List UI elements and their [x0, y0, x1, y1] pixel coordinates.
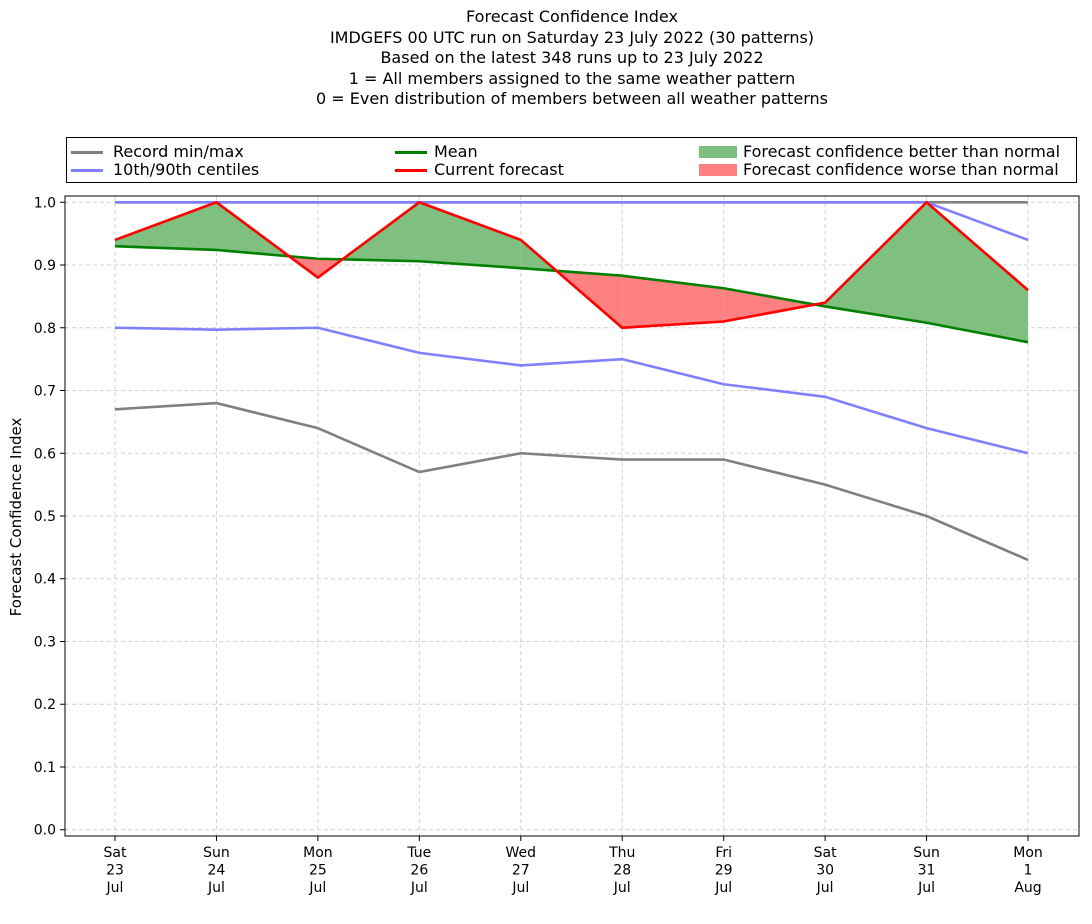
- y-tick-label: 0.4: [34, 572, 56, 588]
- legend-label-centiles: 10th/90th centiles: [113, 160, 260, 179]
- y-tick-label: 0.3: [34, 634, 56, 650]
- x-tick-label: Sat 30 Jul: [814, 845, 837, 896]
- legend-label-worse: Forecast confidence worse than normal: [743, 160, 1059, 179]
- series-current-forecast-line: [114, 200, 1029, 330]
- series-record-min-line: [114, 401, 1029, 562]
- x-tick-label: Sun 24 Jul: [203, 845, 230, 896]
- y-tick-label: 1.0: [34, 195, 56, 211]
- legend-label-record: Record min/max: [113, 142, 244, 161]
- fill-worse-than-normal: [622, 275, 724, 328]
- series-10th-centile-line: [114, 326, 1029, 455]
- fill-better-than-normal: [115, 202, 217, 250]
- chart-subtitle-run: IMDGEFS 00 UTC run on Saturday 23 July 2…: [329, 27, 815, 47]
- x-tick-label: Mon 1 Aug: [1013, 845, 1043, 896]
- y-tick-label: 0.8: [34, 321, 56, 337]
- x-tick-label: Sat 23 Jul: [104, 845, 127, 896]
- x-tick-label: Mon 25 Jul: [303, 845, 333, 896]
- axis-tick-layer: 0.0 0.1 0.2 0.3 0.4 0.5 0.6 0.7 0.8 0.9 1.0 Sat 23 Ju…: [34, 195, 1043, 896]
- chart-title-block: Forecast Confidence Index IMDGEFS 00 UTC…: [0, 7, 1092, 110]
- legend-swatch-centiles: [71, 169, 103, 172]
- legend-swatch-current: [395, 169, 427, 172]
- y-tick-label: 0.5: [34, 509, 56, 525]
- legend-swatch-better: [699, 146, 737, 158]
- fill-better-than-normal: [419, 202, 521, 269]
- y-tick-label: 0.9: [34, 258, 56, 274]
- legend: Record min/max 10th/90th centiles Mean C…: [66, 137, 1077, 183]
- series-line-layer: [114, 200, 1029, 562]
- chart-subtitle-scale-bottom: 0 = Even distribution of members between…: [315, 89, 829, 108]
- y-tick-label: 0.1: [34, 760, 56, 776]
- legend-label-mean: Mean: [434, 142, 478, 161]
- legend-swatch-mean: [395, 151, 427, 154]
- legend-swatch-record: [71, 151, 103, 154]
- y-tick-label: 0.0: [34, 823, 56, 839]
- x-tick-label: Sun 31 Jul: [913, 845, 940, 896]
- series-mean-line: [114, 244, 1029, 344]
- y-tick-label: 0.2: [34, 697, 56, 713]
- chart-subtitle-basis: Based on the latest 348 runs up to 23 Ju…: [380, 48, 764, 67]
- fill-better-than-normal: [926, 202, 1028, 343]
- legend-swatch-worse: [699, 164, 737, 176]
- fill-better-than-normal: [825, 202, 927, 323]
- y-axis-label: Forecast Confidence Index: [7, 418, 25, 617]
- legend-label-current: Current forecast: [434, 160, 564, 179]
- chart-subtitle-scale-top: 1 = All members assigned to the same wea…: [348, 68, 796, 88]
- series-90th-centile-line: [115, 200, 1029, 242]
- chart-title: Forecast Confidence Index: [466, 7, 678, 26]
- y-tick-label: 0.6: [34, 446, 56, 462]
- x-tick-label: Tue 26 Jul: [406, 845, 431, 896]
- fill-worse-than-normal: [723, 288, 815, 322]
- x-tick-label: Wed 27 Jul: [506, 845, 537, 896]
- x-tick-label: Thu 28 Jul: [608, 845, 635, 896]
- x-tick-label: Fri 29 Jul: [714, 845, 732, 896]
- y-tick-label: 0.7: [34, 384, 56, 400]
- legend-label-better: Forecast confidence better than normal: [743, 142, 1061, 161]
